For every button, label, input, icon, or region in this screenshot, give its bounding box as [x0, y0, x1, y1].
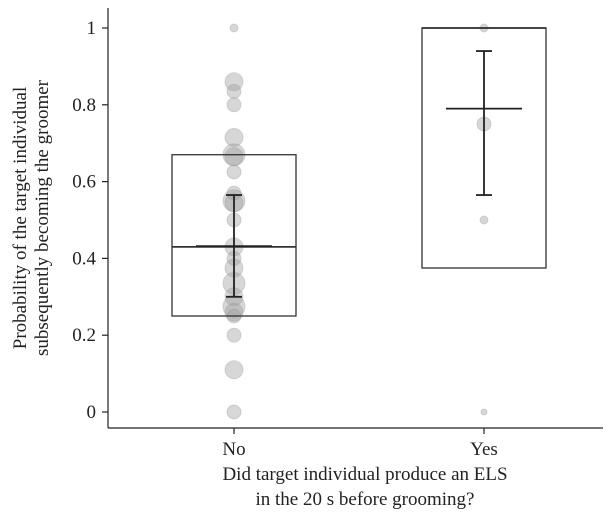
- data-point: [226, 97, 242, 113]
- y-tick-label: 0.2: [72, 325, 96, 346]
- x-tick-label: Yes: [470, 439, 498, 460]
- data-point: [226, 404, 242, 420]
- y-axis-title-line-1: Probability of the target individual: [10, 87, 31, 349]
- y-tick-label: 0: [87, 402, 97, 423]
- y-tick-label: 0.4: [72, 248, 96, 269]
- data-point: [229, 23, 239, 33]
- data-point: [224, 72, 244, 92]
- data-point: [226, 83, 242, 99]
- x-axis-title-line-2: in the 20 s before grooming?: [256, 489, 475, 510]
- data-point: [224, 127, 244, 147]
- x-axis-title-line-1: Did target individual produce an ELS: [222, 464, 507, 485]
- boxes: [171, 27, 547, 317]
- y-tick-label: 0.8: [72, 95, 96, 116]
- data-point: [224, 360, 244, 380]
- x-tick-label: No: [222, 439, 245, 460]
- box-no: [171, 154, 297, 317]
- data-points: [222, 23, 492, 420]
- data-point: [224, 302, 244, 322]
- y-tick-label: 0.6: [72, 172, 96, 193]
- y-axis-title-line-2: subsequently becoming the groomer: [32, 79, 53, 356]
- y-tick-label: 1: [87, 18, 97, 39]
- data-point: [480, 408, 488, 416]
- data-point: [226, 327, 242, 343]
- axes: 0 0.2 0.4 0.6 0.8 1 No Yes: [72, 8, 603, 460]
- data-point: [224, 147, 244, 167]
- data-point: [479, 215, 489, 225]
- data-point: [226, 164, 242, 180]
